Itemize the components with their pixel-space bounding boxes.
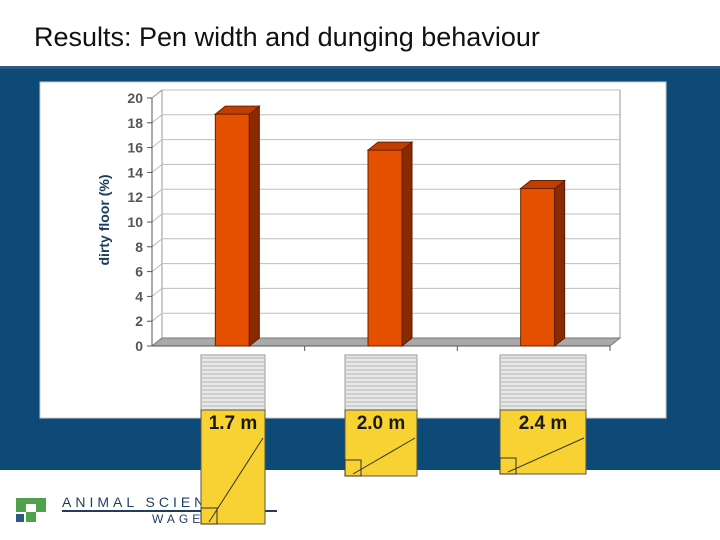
y-tick-label: 4	[135, 288, 143, 304]
solid-floor	[344, 409, 418, 477]
y-axis-depth	[151, 89, 163, 99]
bar-top	[519, 180, 567, 190]
slide-title: Results: Pen width and dunging behaviour	[34, 22, 540, 52]
pen-diagram: 2.0 m	[344, 354, 418, 477]
pen-diagonal	[208, 437, 264, 523]
bar	[520, 188, 556, 347]
feeder-icon	[200, 507, 218, 525]
pen-width-label: 2.4 m	[519, 413, 568, 434]
pen-width-label: 1.7 m	[209, 413, 258, 434]
chart-bars	[213, 105, 567, 348]
pen-diagram: 2.4 m	[499, 354, 587, 475]
y-tick-label: 6	[135, 264, 143, 280]
feeder-icon	[499, 457, 517, 475]
bar-side	[401, 141, 413, 348]
bar-group	[366, 141, 414, 348]
logo-icon	[12, 490, 54, 526]
y-tick-label: 18	[127, 115, 143, 131]
y-tick-label: 0	[135, 338, 143, 354]
solid-floor	[200, 409, 266, 525]
logo-rule	[62, 510, 277, 512]
title-bar	[0, 0, 720, 66]
y-tick-label: 12	[127, 189, 143, 205]
gridline-depth	[151, 238, 163, 248]
bar	[214, 113, 250, 347]
title-divider	[0, 66, 720, 69]
logo-text-top: ANIMAL SCIENCE	[62, 494, 236, 510]
bar	[367, 149, 403, 347]
y-tick-labels: 0 2 4 6 8 10 12 14 16 18 20	[127, 90, 143, 354]
gridline-depth	[151, 114, 163, 124]
gridline-depth	[151, 188, 163, 198]
y-tick-label: 14	[127, 164, 143, 180]
bar-group	[213, 105, 261, 348]
bar-side	[248, 105, 260, 348]
solid-floor	[499, 409, 587, 475]
bar-top	[366, 141, 414, 151]
bar-top	[213, 105, 261, 115]
y-tick-label: 16	[127, 140, 143, 156]
pen-diagrams: 1.7 m 2.0 m 2.4 m	[200, 354, 587, 525]
gridline-depth	[151, 312, 163, 322]
gridline-depth	[151, 139, 163, 148]
footer-strip	[0, 470, 720, 540]
gridline-depth	[151, 213, 163, 223]
pen-diagonal	[507, 437, 585, 473]
y-tick-label: 2	[135, 313, 143, 329]
pen-diagram: 1.7 m	[200, 354, 266, 525]
pen-width-label: 2.0 m	[357, 413, 406, 434]
gridline-depth	[151, 164, 163, 173]
y-tick-label: 20	[127, 90, 143, 106]
y-tick-label: 10	[127, 214, 143, 230]
y-tick-label: 8	[135, 239, 143, 255]
y-axis-label: dirty floor (%)	[96, 175, 112, 266]
bar-side	[554, 179, 566, 348]
gridline-depth	[151, 288, 163, 297]
logo-text-bottom: WAGEN	[152, 512, 217, 526]
pen-diagonal	[352, 437, 416, 475]
bar-group	[519, 179, 567, 348]
feeder-icon	[344, 459, 362, 477]
gridline-depth	[151, 263, 163, 272]
